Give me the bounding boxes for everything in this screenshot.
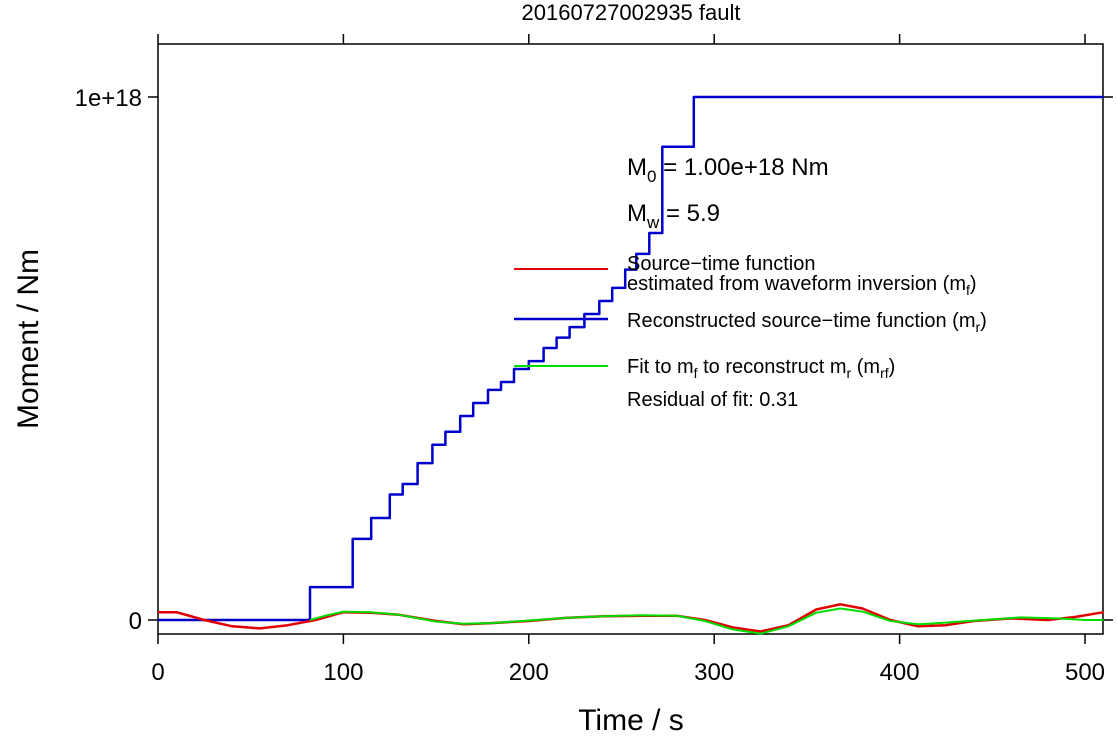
series-line-mrf xyxy=(309,607,1104,635)
legend: Source−time function estimated from wave… xyxy=(514,253,987,411)
x-tick-label: 100 xyxy=(323,659,363,686)
x-tick-label: 500 xyxy=(1065,659,1105,686)
x-tick-label: 400 xyxy=(880,659,920,686)
series-line-mf xyxy=(158,603,1104,633)
legend-label-mf-line2: estimated from waveform inversion (mf) xyxy=(627,273,977,298)
plot-frame xyxy=(157,43,1104,635)
m0-annotation: M0 = 1.00e+18 Nm xyxy=(627,154,829,186)
legend-label-mr: Reconstructed source−time function (mr) xyxy=(627,310,987,335)
residual-annotation: Residual of fit: 0.31 xyxy=(627,389,798,411)
y-axis: 0 1e+18 xyxy=(75,85,1113,635)
x-axis-label: Time / s xyxy=(578,704,684,736)
legend-label-mf-line1: Source−time function xyxy=(627,253,815,275)
series-layer xyxy=(158,95,1104,635)
legend-label-mrf: Fit to mf to reconstruct mr (mrf) xyxy=(627,356,895,381)
x-tick-label: 300 xyxy=(694,659,734,686)
y-tick-label: 0 xyxy=(129,608,142,635)
x-tick-label: 200 xyxy=(509,659,549,686)
y-tick-label: 1e+18 xyxy=(75,85,142,112)
chart-title: 20160727002935 fault xyxy=(522,0,741,25)
series-line-mr xyxy=(158,95,1104,622)
y-axis-label: Moment / Nm xyxy=(12,249,45,429)
mw-annotation: Mw = 5.9 xyxy=(627,200,720,232)
x-axis: 0 100 200 300 400 500 xyxy=(151,34,1105,686)
x-tick-label: 0 xyxy=(151,659,164,686)
